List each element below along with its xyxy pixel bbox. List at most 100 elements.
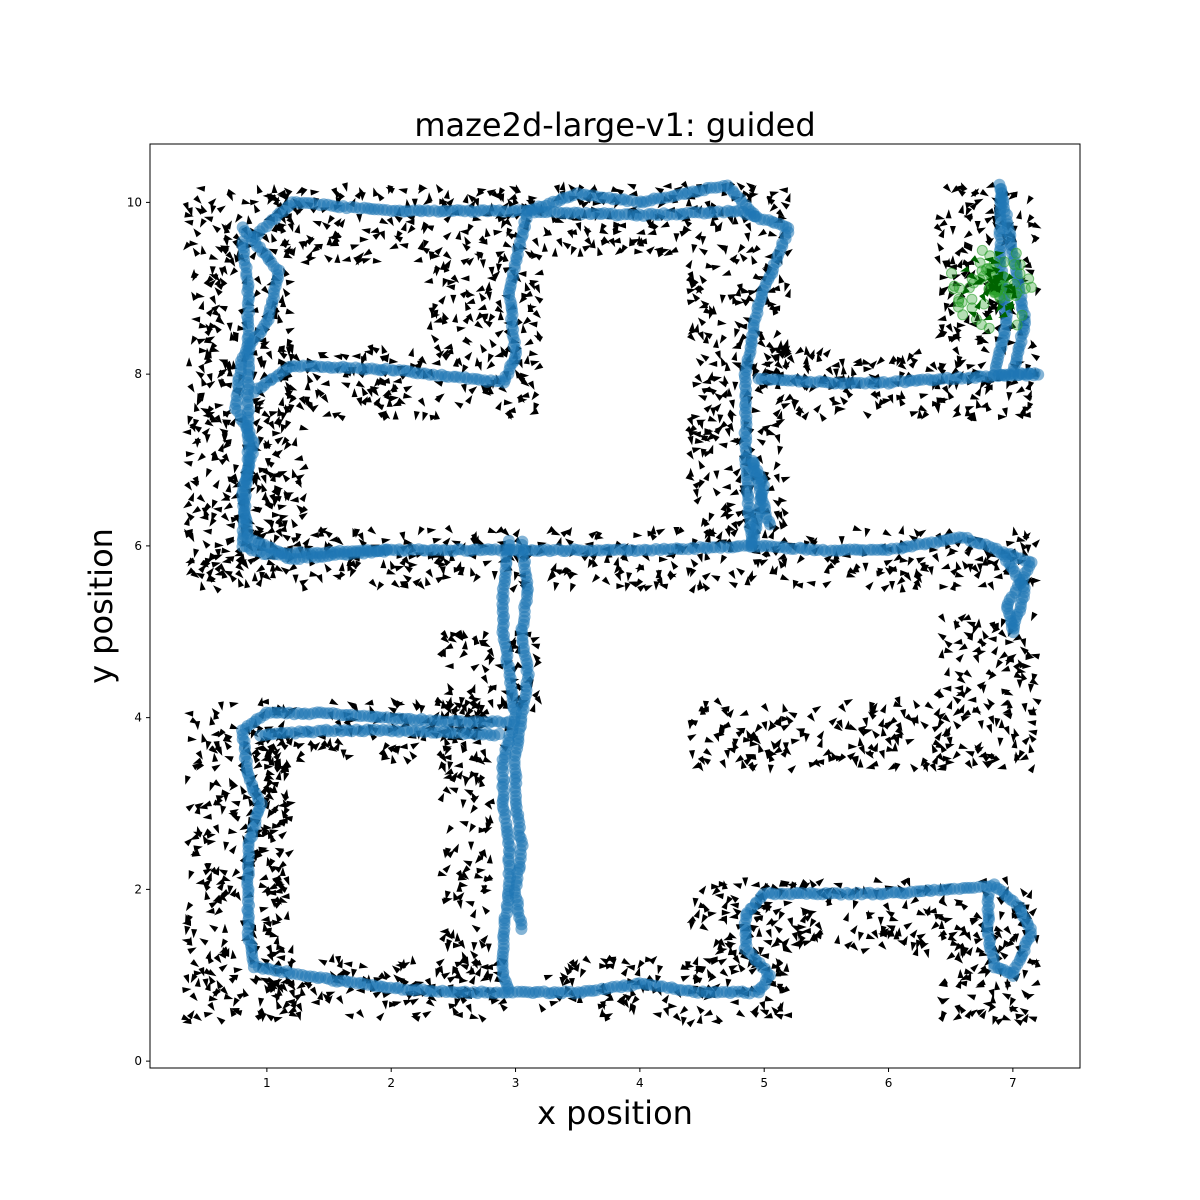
quiver-arrow: [858, 745, 866, 755]
quiver-arrow: [191, 929, 198, 939]
quiver-arrow: [797, 924, 807, 931]
quiver-arrow: [759, 953, 770, 960]
quiver-arrow: [768, 530, 775, 540]
quiver-arrow: [882, 902, 890, 912]
quiver-arrow: [253, 761, 263, 769]
quiver-arrow: [905, 738, 915, 745]
quiver-arrow: [469, 1013, 479, 1020]
quiver-arrow: [980, 684, 987, 694]
quiver-arrow: [482, 827, 493, 834]
quiver-arrow: [280, 298, 287, 308]
quiver-arrow: [496, 703, 507, 710]
quiver-arrow: [543, 974, 554, 981]
quiver-arrow: [711, 886, 721, 896]
quiver-arrow: [230, 949, 237, 960]
quiver-arrow: [799, 914, 806, 924]
quiver-arrow: [762, 939, 773, 946]
quiver-arrow: [202, 868, 213, 876]
quiver-arrow: [701, 572, 711, 581]
quiver-arrow: [945, 759, 955, 766]
quiver-arrow: [309, 570, 319, 577]
quiver-arrow: [204, 981, 211, 992]
quiver-arrow: [603, 1013, 614, 1020]
quiver-arrow: [481, 664, 490, 674]
quiver-arrow: [893, 736, 900, 747]
quiver-arrow: [316, 573, 323, 584]
quiver-arrow: [728, 581, 738, 589]
quiver-arrow: [922, 908, 932, 917]
quiver-arrow: [266, 856, 273, 867]
quiver-arrow: [229, 701, 239, 708]
quiver-arrow: [376, 581, 385, 591]
quiver-arrow: [287, 944, 294, 954]
quiver-arrow: [964, 686, 972, 696]
quiver-arrow: [214, 563, 223, 573]
quiver-arrow: [887, 565, 898, 572]
quiver-arrow: [759, 1009, 770, 1016]
quiver-arrow: [949, 547, 959, 554]
quiver-arrow: [269, 931, 279, 938]
quiver-arrow: [486, 647, 495, 657]
quiver-arrow: [988, 1003, 997, 1013]
quiver-arrow: [954, 619, 961, 629]
quiver-arrow: [692, 956, 699, 966]
quiver-arrow: [605, 963, 615, 970]
quiver-arrow: [258, 874, 269, 881]
quiver-arrow: [997, 944, 1005, 955]
quiver-arrow: [239, 823, 249, 831]
quiver-arrow: [425, 576, 431, 587]
quiver-arrow: [479, 964, 489, 970]
quiver-arrow: [182, 920, 192, 927]
quiver-arrow: [205, 307, 214, 317]
quiver-arrow: [695, 762, 704, 772]
quiver-arrow: [941, 714, 951, 723]
quiver-arrow: [879, 704, 887, 714]
quiver-arrow: [865, 933, 876, 940]
quiver-arrow: [628, 581, 638, 588]
quiver-arrow: [224, 360, 233, 370]
quiver-arrow: [736, 567, 745, 576]
quiver-arrow: [378, 972, 388, 981]
quiver-arrow: [953, 638, 963, 645]
quiver-arrow: [1016, 679, 1023, 689]
quiver-arrow: [991, 646, 999, 656]
quiver-arrow: [185, 775, 191, 785]
quiver-arrow: [806, 580, 816, 587]
quiver-arrow: [1022, 969, 1029, 980]
quiver-arrow: [479, 708, 490, 715]
quiver-arrow: [893, 700, 903, 707]
quiver-arrow: [206, 832, 216, 839]
quiver-arrow: [382, 742, 390, 752]
quiver-arrow: [732, 738, 739, 748]
quiver-arrow: [887, 763, 898, 771]
quiver-arrow: [190, 973, 198, 984]
quiver-arrow: [814, 929, 824, 937]
quiver-arrow: [882, 720, 891, 730]
quiver-arrow: [184, 710, 194, 717]
quiver-arrow: [275, 528, 283, 538]
quiver-arrow: [393, 974, 402, 983]
quiver-arrow: [229, 1007, 237, 1017]
quiver-arrow: [533, 658, 542, 668]
quiver-arrow: [661, 994, 669, 1004]
quiver-arrow: [453, 891, 460, 902]
quiver-arrow: [579, 968, 587, 978]
quiver-arrow: [1020, 887, 1028, 897]
quiver-arrow: [198, 803, 208, 810]
quiver-arrow: [266, 976, 277, 983]
quiver-arrow: [710, 959, 720, 966]
quiver-arrow: [283, 876, 290, 886]
quiver-arrow: [1027, 764, 1036, 774]
quiver-arrow: [469, 823, 477, 833]
quiver-arrow: [963, 669, 973, 678]
quiver-arrow: [441, 972, 451, 980]
quiver-arrow: [225, 539, 236, 546]
quiver-arrow: [214, 287, 223, 296]
quiver-arrow: [285, 308, 295, 315]
quiver-arrow: [202, 978, 209, 988]
quiver-arrow: [442, 754, 452, 761]
quiver-arrow: [1013, 727, 1020, 738]
quiver-arrow: [263, 824, 273, 831]
quiver-arrow: [787, 711, 798, 719]
quiver-arrow: [982, 630, 989, 640]
